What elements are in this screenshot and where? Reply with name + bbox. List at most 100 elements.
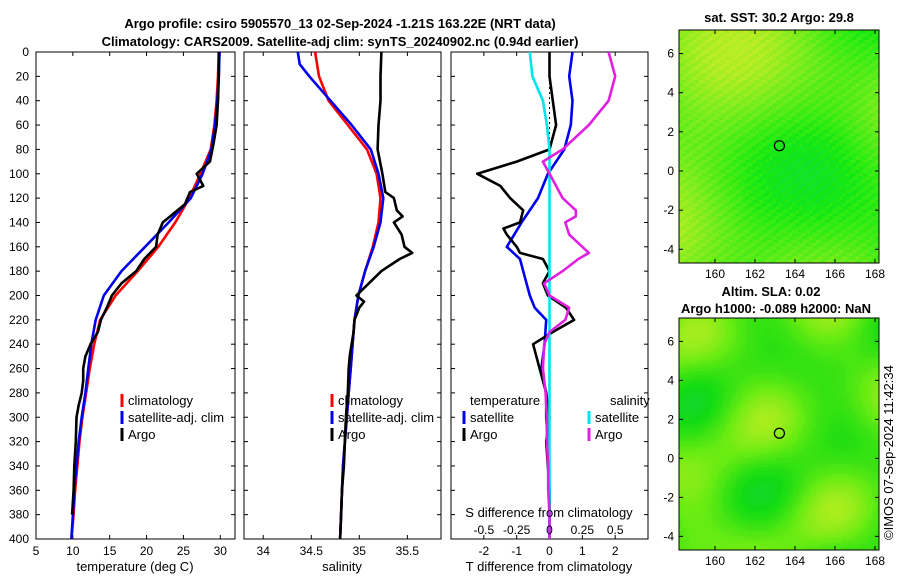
map-cell [845, 321, 850, 326]
map-cell [792, 318, 797, 322]
map-cell [735, 159, 740, 164]
map-cell [799, 169, 803, 174]
map-cell [759, 86, 763, 91]
map-cell [769, 96, 773, 101]
map-cell [705, 169, 710, 174]
map-cell [762, 126, 767, 131]
map-cell [685, 119, 690, 124]
map-cell [719, 123, 723, 127]
map-cell [872, 169, 877, 174]
map-cell [769, 337, 773, 342]
map-cell [735, 186, 740, 191]
map-cell [749, 176, 753, 181]
map-cell [839, 256, 843, 261]
map-cell [782, 318, 787, 322]
map-cell [842, 136, 847, 141]
map-cell [849, 33, 853, 38]
map-cell [815, 246, 820, 251]
map-cell [725, 86, 730, 91]
map-cell [762, 344, 767, 349]
map-cell [765, 209, 770, 214]
map-cell [725, 249, 730, 254]
map-cell [729, 83, 733, 87]
map-cell [829, 109, 833, 114]
map-cell [785, 119, 790, 124]
map-cell [812, 76, 817, 81]
map-cell [819, 83, 823, 87]
map-cell [682, 321, 687, 326]
map-cell [769, 79, 773, 84]
map-cell [799, 119, 803, 124]
map-cell [805, 327, 810, 332]
map-cell [692, 239, 697, 244]
map-cell [762, 89, 767, 94]
map-cell [829, 324, 833, 329]
map-cell [865, 229, 870, 234]
map-cell [865, 73, 870, 77]
map-cell [729, 89, 733, 94]
map-cell [845, 33, 850, 38]
map-cell [802, 209, 807, 214]
map-cell [792, 199, 797, 204]
map-cell [685, 259, 690, 263]
map-cell [845, 39, 850, 44]
map-cell [755, 83, 760, 87]
map-cell [802, 116, 807, 121]
map-cell [712, 59, 717, 64]
map-cell [785, 129, 790, 134]
map-cell [792, 59, 797, 64]
map-cell [772, 209, 777, 214]
map-cell [865, 99, 870, 104]
map-cell [752, 206, 757, 211]
map-cell [832, 103, 837, 107]
map-cell [859, 334, 863, 339]
map-cell [795, 169, 800, 174]
map-cell [782, 337, 787, 342]
map-cell [745, 76, 750, 81]
map-cell [852, 173, 857, 177]
map-cell [679, 149, 683, 154]
map-cell [869, 86, 873, 91]
map-cell [782, 39, 787, 44]
map-cell [739, 206, 743, 211]
map-cell [679, 99, 683, 104]
map-cell [702, 153, 707, 157]
map-x-tick-label: 168 [865, 267, 885, 281]
map-cell [729, 239, 733, 244]
map-cell [825, 39, 830, 44]
map-cell [709, 143, 713, 147]
map-cell [799, 46, 803, 51]
map-cell [789, 213, 793, 217]
map-cell [865, 256, 870, 261]
map-cell [709, 166, 713, 171]
map-cell [875, 103, 879, 107]
map-cell [799, 337, 803, 342]
map-cell [795, 193, 800, 197]
map-cell [809, 43, 813, 48]
map-cell [729, 96, 733, 101]
map-cell [792, 341, 797, 345]
map-cell [702, 103, 707, 107]
map-cell [842, 43, 847, 48]
map-cell [785, 334, 790, 339]
map-cell [862, 176, 867, 181]
map-cell [709, 96, 713, 101]
map-cell [752, 189, 757, 194]
map-cell [719, 146, 723, 151]
map-cell [729, 136, 733, 141]
map-cell [689, 176, 693, 181]
map-cell [755, 236, 760, 241]
map-cell [695, 126, 700, 131]
map-cell [759, 166, 763, 171]
map-cell [729, 73, 733, 77]
map-cell [805, 169, 810, 174]
map-cell [855, 133, 860, 137]
map-cell [859, 133, 863, 137]
map-cell [742, 193, 747, 197]
map-cell [822, 193, 827, 197]
map-cell [699, 213, 703, 217]
map-cell [849, 43, 853, 48]
map-cell [695, 249, 700, 254]
map-cell [689, 259, 693, 263]
map-cell [839, 206, 843, 211]
